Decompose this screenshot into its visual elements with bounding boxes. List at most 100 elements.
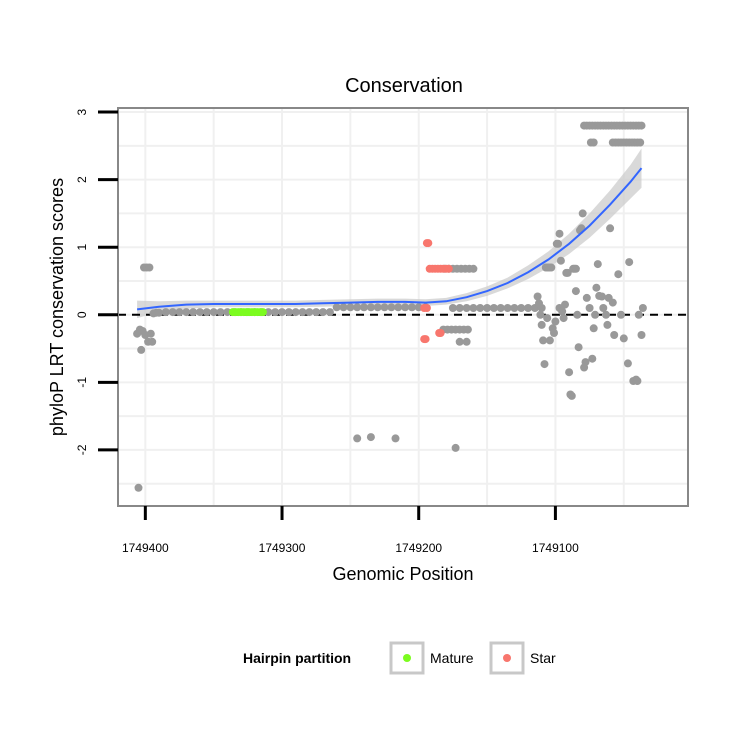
data-point-other: [353, 434, 362, 443]
data-point-other: [619, 334, 628, 343]
data-point-other: [535, 299, 543, 308]
data-point-other: [559, 314, 568, 323]
legend-label: Mature: [430, 650, 474, 666]
legend-title: Hairpin partition: [243, 650, 351, 666]
y-tick-label: 1: [75, 244, 89, 251]
data-point-other: [366, 303, 375, 312]
data-point-other: [202, 308, 211, 317]
data-point-other: [573, 310, 582, 319]
data-point-other: [545, 336, 554, 345]
legend-key-point: [503, 654, 511, 662]
data-point-other: [563, 268, 572, 277]
data-point-other: [483, 304, 492, 312]
data-point-other: [291, 308, 300, 317]
y-axis-title: phyloP LRT conservation scores: [47, 178, 67, 436]
y-tick-label: -2: [75, 444, 89, 455]
data-point-other: [463, 325, 472, 334]
data-point-other: [634, 310, 643, 319]
data-point-other: [462, 304, 471, 312]
data-point-other: [451, 443, 460, 452]
legend-entry-mature: Mature: [389, 641, 474, 675]
data-point-other: [489, 304, 498, 312]
data-point-other: [387, 303, 396, 312]
data-point-other: [476, 304, 485, 312]
data-point-other: [533, 292, 542, 301]
data-point-other: [278, 308, 286, 317]
data-point-other: [360, 303, 368, 312]
data-point-other: [578, 209, 587, 218]
data-point-other: [448, 304, 457, 312]
data-point-other: [271, 308, 280, 317]
legend-entries: Mature Star: [389, 641, 556, 675]
x-tick-label: 1749400: [122, 541, 169, 555]
data-point-other: [561, 300, 569, 309]
data-point-other: [373, 303, 382, 312]
data-point-other: [155, 308, 163, 317]
smooth-line-layer: [136, 167, 643, 311]
y-tick-label: -1: [75, 377, 89, 388]
data-point-star: [422, 304, 431, 312]
data-point-other: [637, 331, 646, 339]
data-point-other: [339, 303, 348, 312]
data-point-other: [585, 304, 594, 312]
data-point-other: [332, 303, 341, 312]
data-point-other: [312, 308, 321, 317]
data-point-other: [599, 304, 608, 312]
x-tick-label: 1749200: [395, 541, 442, 555]
data-point-other: [469, 304, 478, 312]
data-point-other: [353, 303, 362, 312]
data-point-other: [638, 304, 647, 312]
data-point-other: [524, 304, 533, 312]
data-point-other: [455, 304, 464, 312]
chart-title: Conservation: [345, 75, 463, 97]
data-point-other: [540, 360, 549, 369]
data-point-other: [571, 264, 580, 273]
series-mature: [228, 308, 267, 317]
data-point-other: [554, 239, 563, 248]
data-point-star: [424, 239, 433, 248]
legend-label: Star: [530, 650, 556, 666]
data-point-other: [407, 303, 416, 312]
points-layer: [133, 121, 647, 492]
data-point-other: [148, 337, 157, 346]
data-point-other: [469, 264, 478, 273]
data-point-other: [462, 337, 471, 346]
data-point-other: [623, 359, 632, 368]
data-point-other: [134, 483, 143, 492]
data-point-other: [543, 314, 552, 323]
legend-key-point: [403, 654, 411, 662]
data-point-other: [537, 320, 546, 329]
x-axis-ticks: 1749400 1749300 1749200 1749100: [122, 506, 579, 555]
data-point-other: [588, 354, 597, 363]
data-point-other: [597, 292, 606, 301]
data-point-other: [617, 310, 625, 319]
data-point-other: [137, 345, 146, 354]
confidence-band-layer: [137, 148, 642, 319]
data-point-other: [551, 317, 560, 326]
data-point-other: [503, 304, 512, 312]
x-axis-title: Genomic Position: [332, 564, 473, 584]
data-point-other: [555, 229, 564, 238]
data-point-other: [558, 307, 567, 316]
data-point-other: [394, 303, 403, 312]
data-point-other: [366, 433, 375, 442]
data-point-other: [284, 308, 293, 317]
data-point-star: [436, 329, 445, 337]
data-point-other: [565, 368, 574, 377]
data-point-other: [536, 310, 545, 319]
data-point-other: [189, 308, 198, 317]
data-point-other: [264, 308, 273, 317]
data-point-other: [608, 298, 617, 307]
data-point-other: [582, 293, 591, 302]
data-point-other: [517, 304, 526, 312]
data-point-other: [325, 308, 334, 317]
data-point-other: [161, 308, 170, 317]
data-point-other: [637, 121, 646, 130]
data-point-other: [574, 343, 583, 352]
data-point-other: [168, 308, 177, 317]
series-star: [420, 239, 453, 344]
data-point-other: [196, 308, 204, 317]
data-point-other: [636, 138, 645, 147]
x-tick-label: 1749300: [259, 541, 306, 555]
smooth-trend-line: [136, 167, 643, 311]
